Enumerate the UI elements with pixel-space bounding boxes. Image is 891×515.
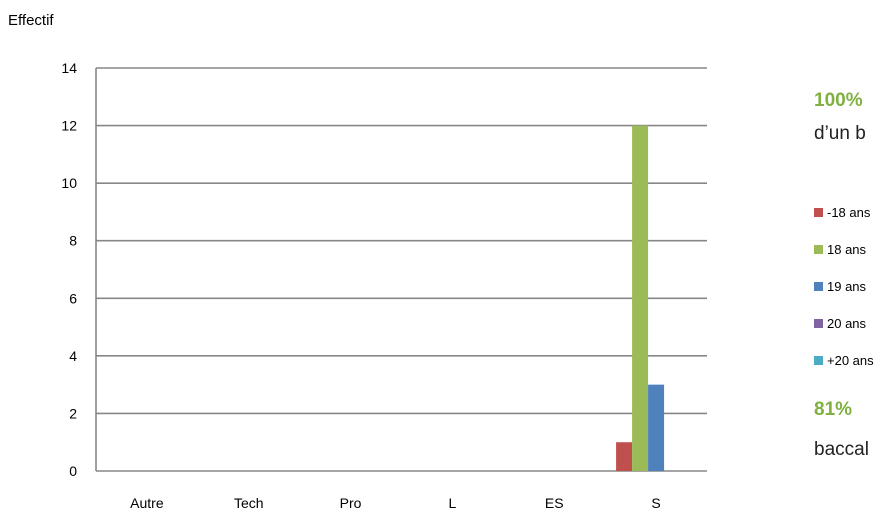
- y-tick-label: 4: [69, 348, 77, 364]
- chart-legend: -18 ans 18 ans 19 ans 20 ans +20 ans: [814, 194, 874, 379]
- legend-label: 18 ans: [827, 242, 867, 257]
- legend-item: 18 ans: [814, 231, 874, 268]
- y-tick-label: 8: [69, 233, 77, 249]
- y-axis-title: Effectif: [8, 12, 54, 29]
- y-tick-label: 0: [69, 463, 77, 479]
- callout-top-text: d’un b: [814, 123, 866, 144]
- x-tick-label: Tech: [234, 495, 264, 511]
- x-tick-label: Pro: [340, 495, 362, 511]
- y-tick-label: 12: [61, 118, 77, 134]
- bar-S-18ans: [632, 125, 649, 472]
- legend-swatch: [814, 208, 823, 217]
- legend-item: 19 ans: [814, 268, 874, 305]
- callout-bottom-text: baccal: [814, 439, 869, 460]
- legend-label: 19 ans: [827, 279, 867, 294]
- bar-S-18ans: [616, 442, 633, 471]
- legend-label: +20 ans: [827, 353, 874, 368]
- legend-swatch: [814, 282, 823, 291]
- x-tick-label: ES: [545, 495, 564, 511]
- legend-swatch: [814, 319, 823, 328]
- x-tick-label: Autre: [130, 495, 164, 511]
- legend-item: -18 ans: [814, 194, 874, 231]
- legend-item: 20 ans: [814, 305, 874, 342]
- y-tick-label: 2: [69, 405, 77, 421]
- y-tick-label: 10: [61, 175, 77, 191]
- legend-swatch: [814, 245, 823, 254]
- legend-swatch: [814, 356, 823, 365]
- bar-S-19ans: [648, 384, 665, 471]
- x-tick-label: S: [651, 495, 660, 511]
- callout-top-percentage: 100%: [814, 90, 863, 111]
- x-tick-label: L: [449, 495, 457, 511]
- legend-item: +20 ans: [814, 342, 874, 379]
- y-tick-label: 6: [69, 290, 77, 306]
- legend-label: -18 ans: [827, 205, 871, 220]
- y-tick-label: 14: [61, 60, 77, 76]
- legend-label: 20 ans: [827, 316, 867, 331]
- callout-bottom-percentage: 81%: [814, 399, 853, 420]
